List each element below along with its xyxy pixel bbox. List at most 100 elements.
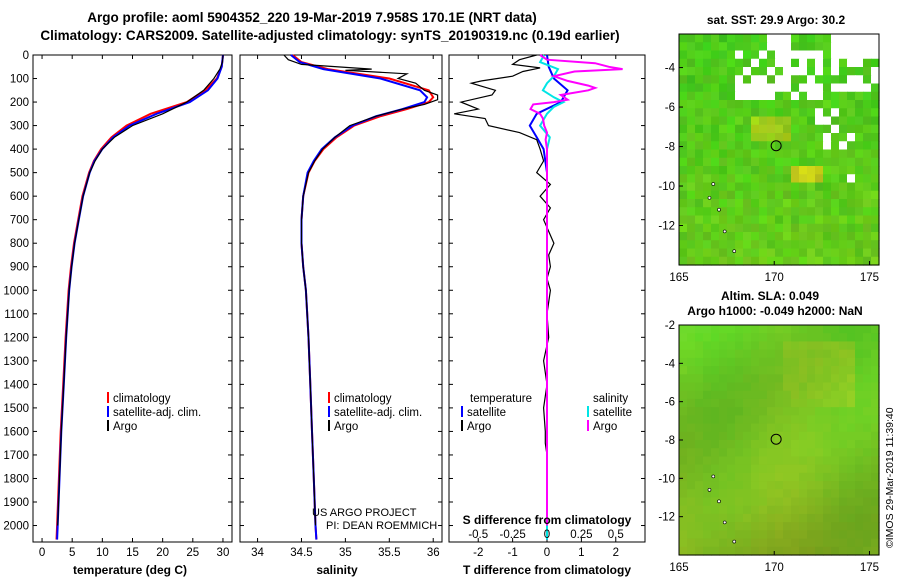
map-cell (783, 116, 792, 126)
depth-tick-label: 1300 (3, 356, 29, 368)
map-cell (767, 407, 776, 416)
map-cell (727, 398, 736, 408)
map-cell (743, 50, 752, 60)
map-cell (807, 199, 816, 208)
map-cell (727, 538, 736, 548)
map-cell (839, 464, 848, 474)
depth-tick-label: 1400 (3, 379, 29, 391)
map-cell (711, 366, 720, 375)
map-cell (735, 489, 744, 499)
map-cell (839, 431, 848, 441)
map-cell (711, 374, 720, 384)
map-cell (679, 513, 688, 523)
map-cell (871, 116, 880, 126)
map-cell (735, 374, 744, 384)
map-cell (679, 42, 688, 52)
map-cell (847, 357, 856, 367)
map-cell (759, 374, 768, 384)
map-cell (847, 199, 856, 208)
map-cell (711, 530, 720, 540)
map-cell (855, 407, 864, 416)
map-cell (719, 366, 728, 375)
map-cell (799, 456, 808, 466)
map-cell (687, 215, 696, 225)
sla-map-title-line1: Altim. SLA: 0.049 (721, 289, 819, 303)
map-cell (727, 91, 736, 101)
map-cell (751, 50, 760, 60)
island-marker (707, 196, 712, 200)
map-cell (679, 341, 688, 351)
map-x-tick-label: 175 (860, 562, 879, 574)
map-cell (679, 215, 688, 225)
map-cell (871, 248, 880, 258)
map-cell (695, 232, 704, 241)
map-cell (679, 374, 688, 384)
map-cell (767, 513, 776, 523)
map-cell (695, 199, 704, 208)
map-cell (727, 83, 736, 93)
map-cell (871, 448, 880, 458)
x-tick-label: 0 (544, 547, 550, 559)
map-cell (703, 333, 712, 343)
map-cell (855, 108, 864, 118)
island-marker (711, 474, 716, 479)
map-cell (711, 174, 720, 184)
map-cell (839, 398, 848, 408)
legend-label-s-satellite: satellite (593, 407, 632, 419)
map-cell (871, 415, 880, 425)
map-cell (791, 333, 800, 343)
map-cell (855, 522, 864, 531)
map-cell (775, 407, 784, 416)
map-cell (791, 67, 800, 76)
map-y-tick-label: -4 (665, 358, 676, 370)
map-cell (711, 390, 720, 400)
map-cell (767, 538, 776, 548)
map-cell (815, 505, 824, 515)
map-cell (871, 325, 880, 334)
map-cell (727, 232, 736, 241)
map-cell (863, 42, 872, 52)
map-cell (703, 407, 712, 416)
map-cell (775, 42, 784, 52)
map-cell (847, 325, 856, 334)
map-cell (815, 325, 824, 334)
map-cell (711, 190, 720, 200)
map-cell (711, 423, 720, 433)
map-cell (807, 223, 816, 233)
map-cell (831, 448, 840, 458)
map-cell (727, 256, 736, 266)
map-cell (863, 166, 872, 175)
map-cell (839, 341, 848, 351)
map-cell (863, 325, 872, 334)
map-cell (751, 398, 760, 408)
map-cell (719, 157, 728, 167)
map-y-tick-label: -6 (665, 102, 675, 114)
depth-tick-label: 1500 (3, 403, 29, 415)
map-cell (727, 42, 736, 52)
map-cell (855, 497, 864, 507)
map-cell (695, 382, 704, 392)
map-cell (767, 357, 776, 367)
map-cell (711, 223, 720, 233)
map-cell (703, 83, 712, 93)
map-cell (831, 530, 840, 540)
map-cell (767, 349, 776, 359)
map-cell (847, 522, 856, 531)
map-cell (807, 456, 816, 466)
map-cell (743, 505, 752, 515)
map-cell (815, 157, 824, 167)
map-cell (743, 341, 752, 351)
map-cell (727, 366, 736, 375)
map-cell (807, 174, 816, 184)
map-cell (767, 423, 776, 433)
map-cell (767, 108, 776, 118)
map-cell (783, 75, 792, 85)
x-tick-label: 1 (578, 547, 584, 559)
map-cell (839, 199, 848, 208)
map-cell (791, 325, 800, 334)
map-cell (687, 133, 696, 142)
map-cell (727, 116, 736, 126)
map-cell (791, 366, 800, 375)
map-cell (687, 415, 696, 425)
map-cell (863, 215, 872, 225)
